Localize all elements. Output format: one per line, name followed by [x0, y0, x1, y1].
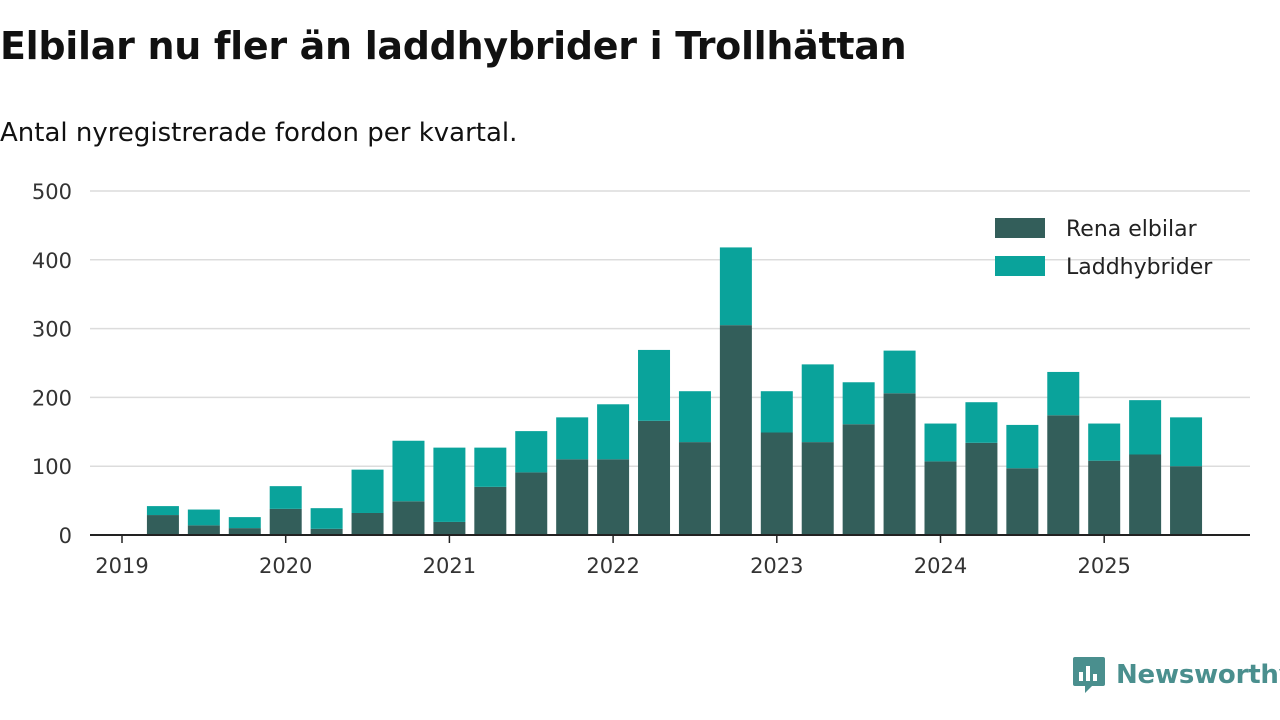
bar-laddhybrider — [965, 402, 998, 443]
y-tick-label: 400 — [32, 249, 72, 273]
bar-laddhybrider — [801, 364, 834, 443]
bar-rena-elbilar — [842, 424, 875, 535]
bar-laddhybrider — [1047, 371, 1080, 416]
bar-laddhybrider — [1170, 417, 1203, 467]
bar-laddhybrider — [638, 349, 671, 421]
newsworthy-brand: Newsworthy — [1072, 654, 1280, 696]
x-tick-label: 2021 — [423, 554, 476, 578]
newsworthy-logo-icon — [1073, 657, 1105, 693]
bar-rena-elbilar — [1170, 466, 1203, 535]
bar-laddhybrider — [392, 440, 425, 502]
bar-rena-elbilar — [883, 393, 916, 535]
bar-laddhybrider — [351, 469, 384, 513]
bar-rena-elbilar — [351, 512, 384, 535]
bar-rena-elbilar — [678, 442, 711, 535]
bar-rena-elbilar — [392, 501, 425, 535]
bar-rena-elbilar — [1088, 460, 1121, 535]
legend-label: Rena elbilar — [1066, 217, 1198, 242]
bar-laddhybrider — [556, 417, 589, 460]
bar-rena-elbilar — [228, 528, 261, 535]
bar-laddhybrider — [474, 447, 507, 487]
y-tick-label: 500 — [32, 180, 72, 204]
bar-laddhybrider — [883, 350, 916, 394]
bar-laddhybrider — [719, 247, 752, 326]
chart-subtitle: Antal nyregistrerade fordon per kvartal. — [0, 118, 518, 148]
bar-rena-elbilar — [597, 459, 630, 535]
legend-label: Laddhybrider — [1066, 255, 1213, 280]
bar-rena-elbilar — [1006, 468, 1039, 535]
x-tick-label: 2023 — [750, 554, 803, 578]
x-tick-label: 2020 — [259, 554, 312, 578]
y-tick-label: 300 — [32, 318, 72, 342]
bar-laddhybrider — [515, 431, 548, 473]
bar-rena-elbilar — [269, 508, 302, 535]
y-tick-label: 0 — [59, 524, 72, 548]
bar-laddhybrider — [146, 506, 179, 516]
legend-swatch — [995, 218, 1045, 238]
bar-laddhybrider — [187, 509, 220, 526]
bar-laddhybrider — [1088, 423, 1121, 461]
bar-rena-elbilar — [187, 525, 220, 535]
bar-laddhybrider — [842, 382, 875, 425]
x-tick-label: 2025 — [1077, 554, 1130, 578]
bar-laddhybrider — [1006, 424, 1039, 469]
bar-rena-elbilar — [1129, 454, 1162, 535]
bar-rena-elbilar — [310, 528, 343, 535]
bar-laddhybrider — [433, 447, 466, 522]
bar-rena-elbilar — [760, 432, 793, 535]
y-tick-label: 100 — [32, 455, 72, 479]
bar-laddhybrider — [310, 508, 343, 529]
bar-laddhybrider — [1129, 400, 1162, 455]
bar-rena-elbilar — [556, 459, 589, 535]
bar-rena-elbilar — [965, 442, 998, 535]
bar-rena-elbilar — [719, 325, 752, 535]
bar-laddhybrider — [678, 391, 711, 443]
chart-title: Elbilar nu fler än laddhybrider i Trollh… — [0, 24, 907, 68]
bar-rena-elbilar — [515, 472, 548, 535]
y-tick-label: 200 — [32, 386, 72, 410]
x-tick-label: 2022 — [586, 554, 639, 578]
brand-name: Newsworthy — [1116, 660, 1280, 690]
bar-rena-elbilar — [924, 461, 957, 535]
bar-laddhybrider — [269, 486, 302, 509]
x-tick-label: 2024 — [914, 554, 967, 578]
bar-laddhybrider — [228, 517, 261, 529]
bar-laddhybrider — [924, 423, 957, 462]
bar-rena-elbilar — [433, 521, 466, 535]
bar-rena-elbilar — [801, 442, 834, 535]
bar-rena-elbilar — [638, 420, 671, 535]
bar-laddhybrider — [760, 391, 793, 433]
bar-laddhybrider — [597, 404, 630, 460]
bar-rena-elbilar — [146, 515, 179, 535]
bar-rena-elbilar — [1047, 415, 1080, 535]
bar-rena-elbilar — [474, 486, 507, 535]
x-tick-label: 2019 — [95, 554, 148, 578]
legend-swatch — [995, 256, 1045, 276]
